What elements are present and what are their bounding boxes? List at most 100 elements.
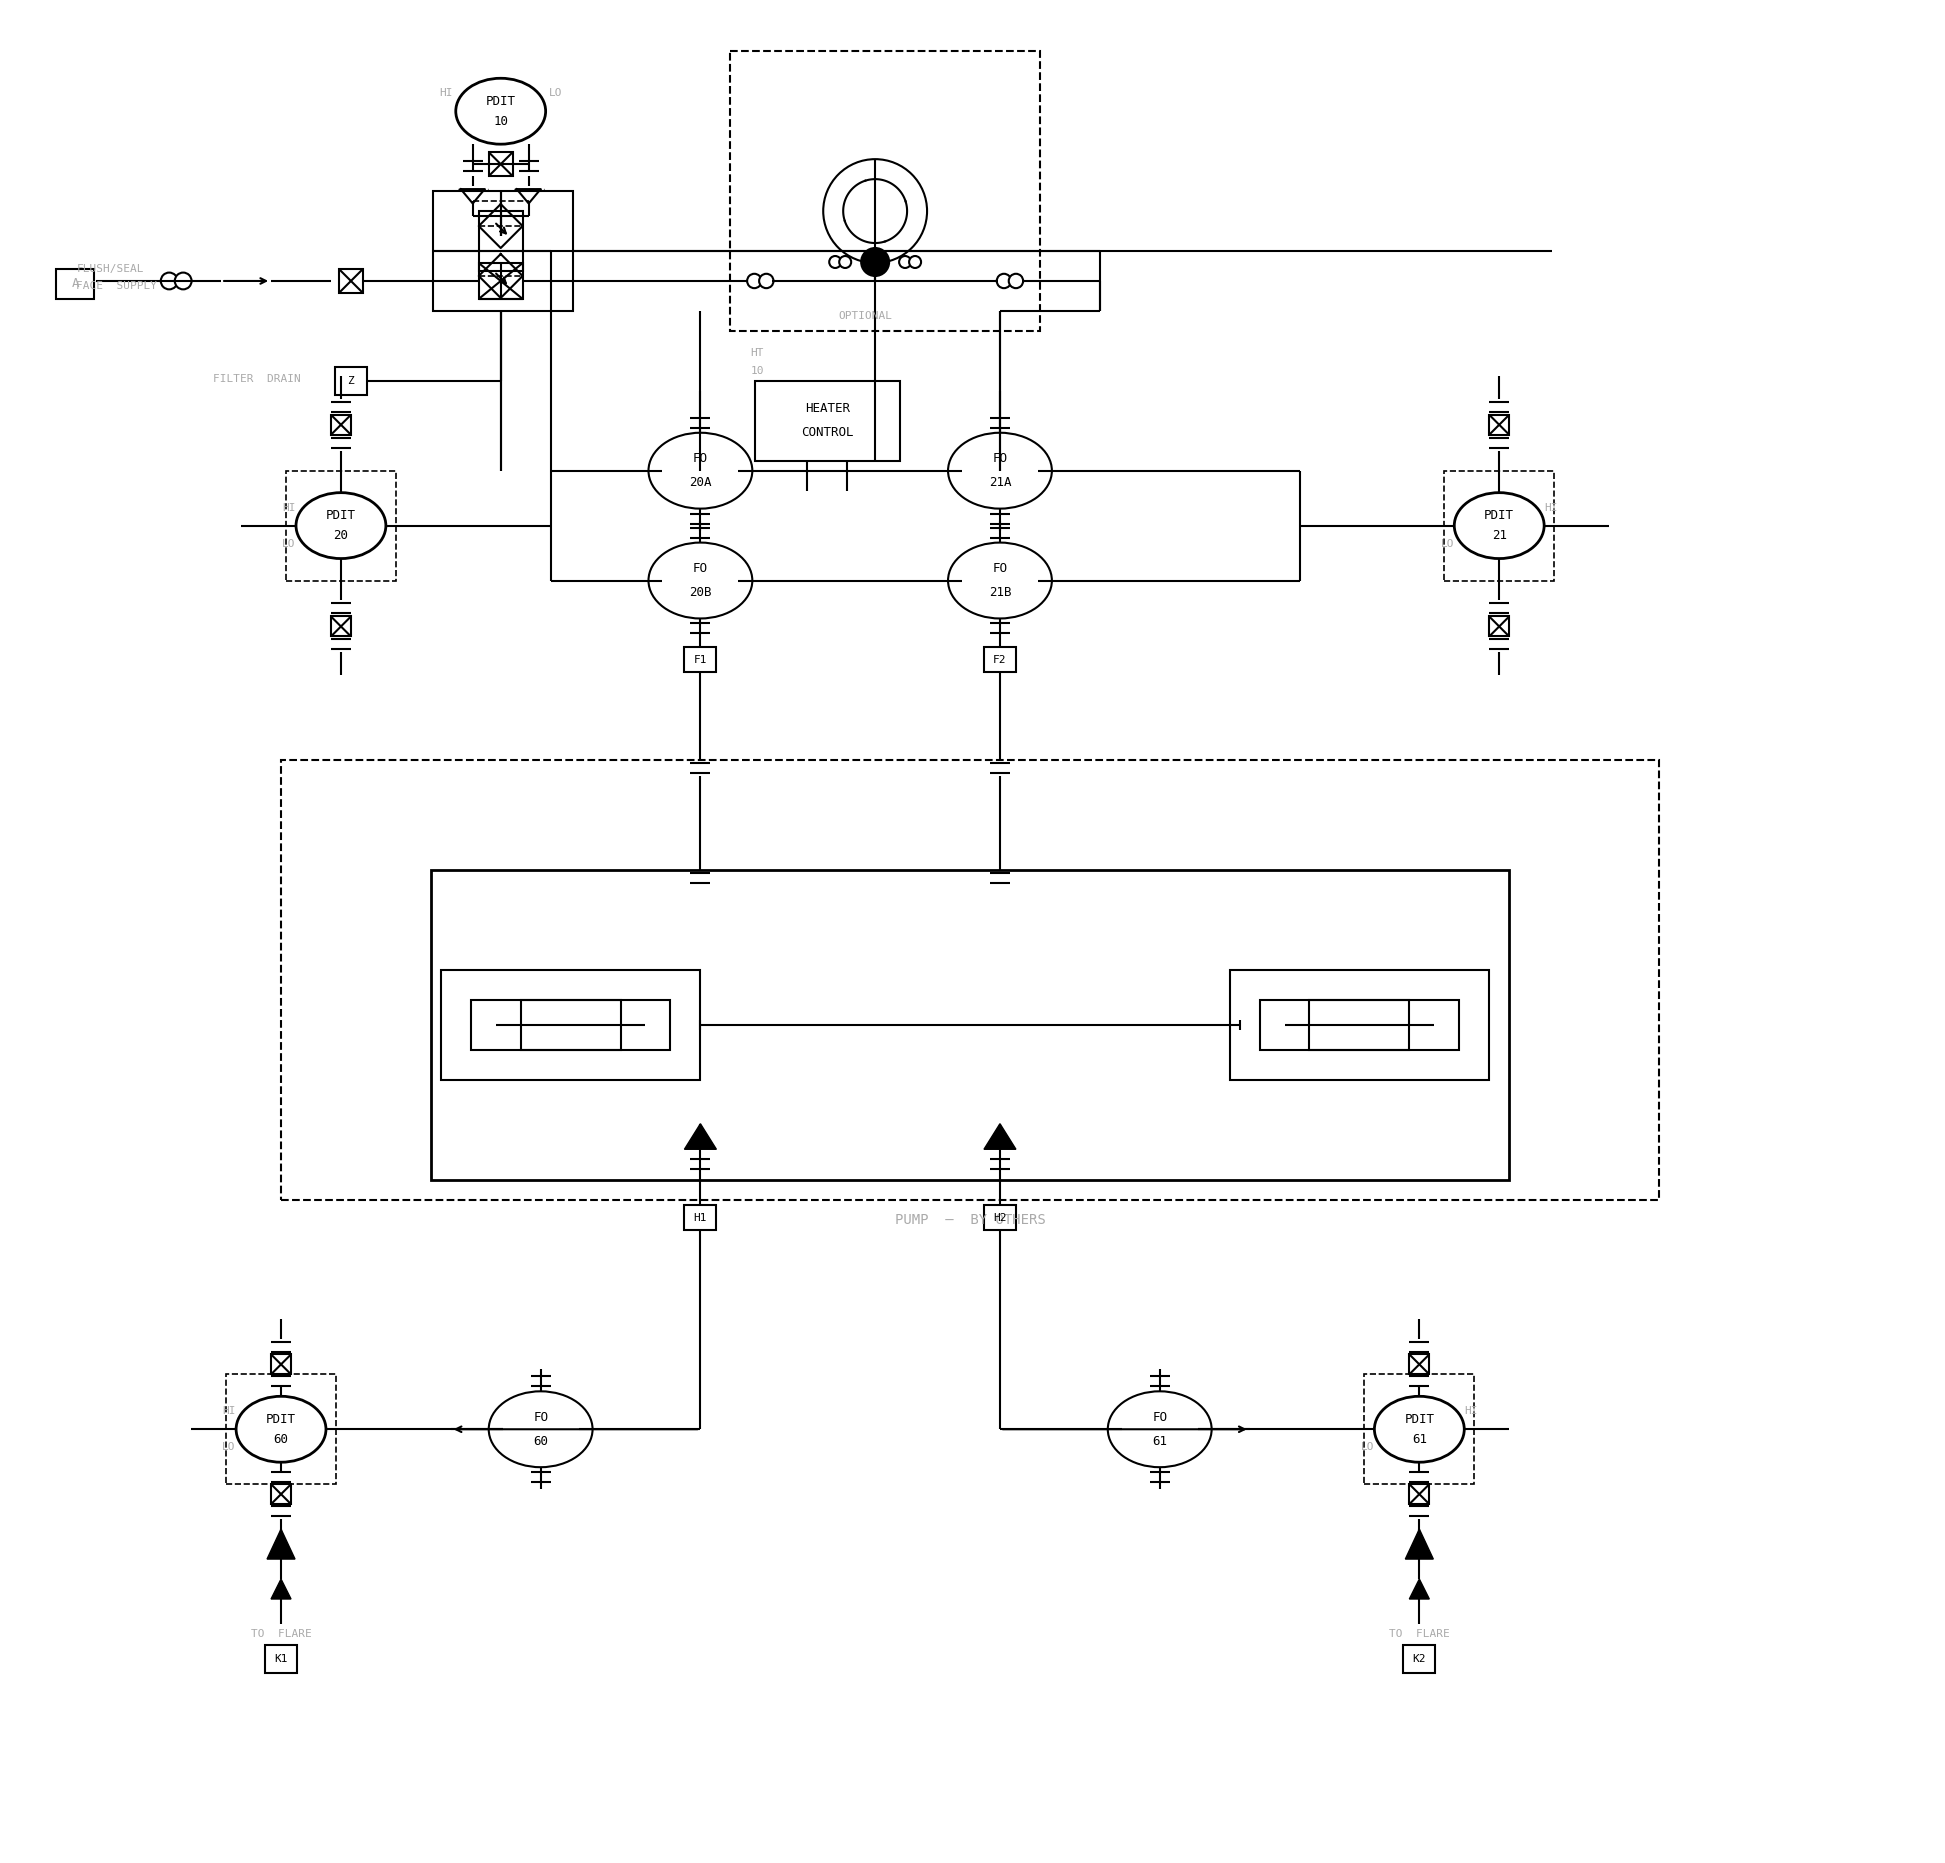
Text: K2: K2 bbox=[1412, 1654, 1426, 1664]
Ellipse shape bbox=[648, 542, 753, 619]
Text: PUMP  –  BY OTHERS: PUMP – BY OTHERS bbox=[895, 1213, 1044, 1226]
Bar bbox=[442, 971, 700, 1081]
Text: FO: FO bbox=[992, 563, 1008, 576]
Text: 10: 10 bbox=[751, 365, 764, 376]
Text: LO: LO bbox=[282, 538, 296, 548]
Text: TO  FLARE: TO FLARE bbox=[1389, 1628, 1449, 1639]
Bar bbox=[1410, 1354, 1430, 1375]
Bar bbox=[471, 1000, 671, 1051]
Bar bbox=[331, 415, 350, 434]
Text: FO: FO bbox=[692, 453, 708, 466]
Polygon shape bbox=[984, 1123, 1015, 1149]
Circle shape bbox=[747, 274, 762, 289]
Bar bbox=[685, 1205, 716, 1230]
Text: 20B: 20B bbox=[689, 587, 712, 600]
Bar bbox=[1363, 1375, 1474, 1485]
Text: OPTIONAL: OPTIONAL bbox=[838, 311, 893, 320]
Text: F2: F2 bbox=[994, 656, 1008, 665]
Circle shape bbox=[161, 272, 177, 289]
Circle shape bbox=[759, 274, 774, 289]
Text: 20A: 20A bbox=[689, 477, 712, 490]
Text: F1: F1 bbox=[694, 656, 708, 665]
Polygon shape bbox=[685, 1123, 716, 1149]
Polygon shape bbox=[1410, 1580, 1430, 1598]
Bar bbox=[1490, 617, 1509, 637]
Bar bbox=[488, 153, 513, 177]
Bar bbox=[331, 617, 350, 637]
Text: FACE  SUPPLY: FACE SUPPLY bbox=[76, 281, 158, 291]
Circle shape bbox=[838, 255, 852, 268]
Bar bbox=[478, 263, 523, 298]
Bar bbox=[1445, 471, 1554, 581]
Bar bbox=[280, 760, 1659, 1200]
Text: PDIT: PDIT bbox=[1484, 509, 1515, 522]
Text: PDIT: PDIT bbox=[327, 509, 356, 522]
Bar bbox=[755, 380, 901, 460]
Text: HEATER: HEATER bbox=[805, 402, 850, 415]
Text: FO: FO bbox=[533, 1410, 548, 1423]
Bar bbox=[1260, 1000, 1459, 1051]
Text: H1: H1 bbox=[694, 1213, 708, 1222]
Bar bbox=[226, 1375, 336, 1485]
Text: 21A: 21A bbox=[988, 477, 1011, 490]
Text: LO: LO bbox=[548, 88, 562, 99]
Bar bbox=[1229, 971, 1490, 1081]
Circle shape bbox=[996, 274, 1011, 289]
Text: HI: HI bbox=[1544, 503, 1558, 512]
Ellipse shape bbox=[455, 78, 547, 143]
Text: 21: 21 bbox=[1492, 529, 1507, 542]
Text: HI: HI bbox=[222, 1407, 235, 1416]
Text: FLUSH/SEAL: FLUSH/SEAL bbox=[76, 265, 144, 274]
Bar bbox=[430, 870, 1509, 1179]
Text: LO: LO bbox=[1441, 538, 1455, 548]
Bar bbox=[270, 1485, 292, 1503]
Polygon shape bbox=[270, 1580, 292, 1598]
Text: FO: FO bbox=[692, 563, 708, 576]
Bar bbox=[731, 52, 1041, 332]
Bar bbox=[338, 268, 364, 292]
Polygon shape bbox=[266, 1530, 296, 1559]
Circle shape bbox=[899, 255, 910, 268]
Bar bbox=[270, 1354, 292, 1375]
Bar bbox=[1309, 1000, 1410, 1051]
Text: 61: 61 bbox=[1412, 1433, 1428, 1446]
Ellipse shape bbox=[947, 432, 1052, 509]
Circle shape bbox=[829, 255, 840, 268]
Ellipse shape bbox=[823, 158, 928, 263]
Text: FO: FO bbox=[992, 453, 1008, 466]
Ellipse shape bbox=[1375, 1395, 1465, 1462]
Ellipse shape bbox=[1109, 1392, 1212, 1468]
Text: A: A bbox=[72, 278, 80, 291]
Text: CONTROL: CONTROL bbox=[801, 427, 854, 440]
Text: HI: HI bbox=[1465, 1407, 1478, 1416]
Text: K1: K1 bbox=[274, 1654, 288, 1664]
Text: PDIT: PDIT bbox=[266, 1412, 296, 1425]
Bar bbox=[286, 471, 397, 581]
Bar bbox=[521, 1000, 620, 1051]
Bar bbox=[56, 268, 93, 298]
Bar bbox=[1490, 415, 1509, 434]
Text: HI: HI bbox=[282, 503, 296, 512]
Bar bbox=[335, 367, 368, 395]
Ellipse shape bbox=[1455, 492, 1544, 559]
Text: 61: 61 bbox=[1151, 1435, 1167, 1448]
Bar bbox=[1410, 1485, 1430, 1503]
Bar bbox=[265, 1645, 298, 1673]
Ellipse shape bbox=[947, 542, 1052, 619]
Text: LO: LO bbox=[222, 1442, 235, 1453]
Text: 60: 60 bbox=[533, 1435, 548, 1448]
Circle shape bbox=[862, 248, 889, 276]
Circle shape bbox=[1009, 274, 1023, 289]
Text: FILTER  DRAIN: FILTER DRAIN bbox=[214, 374, 301, 384]
Text: HT: HT bbox=[751, 348, 764, 358]
Bar bbox=[1404, 1645, 1435, 1673]
Circle shape bbox=[175, 272, 191, 289]
Ellipse shape bbox=[235, 1395, 327, 1462]
Bar bbox=[434, 192, 572, 311]
Text: PDIT: PDIT bbox=[486, 95, 515, 108]
Ellipse shape bbox=[488, 1392, 593, 1468]
Text: HI: HI bbox=[440, 88, 453, 99]
Bar bbox=[984, 1205, 1015, 1230]
Text: TO  FLARE: TO FLARE bbox=[251, 1628, 311, 1639]
Circle shape bbox=[908, 255, 922, 268]
